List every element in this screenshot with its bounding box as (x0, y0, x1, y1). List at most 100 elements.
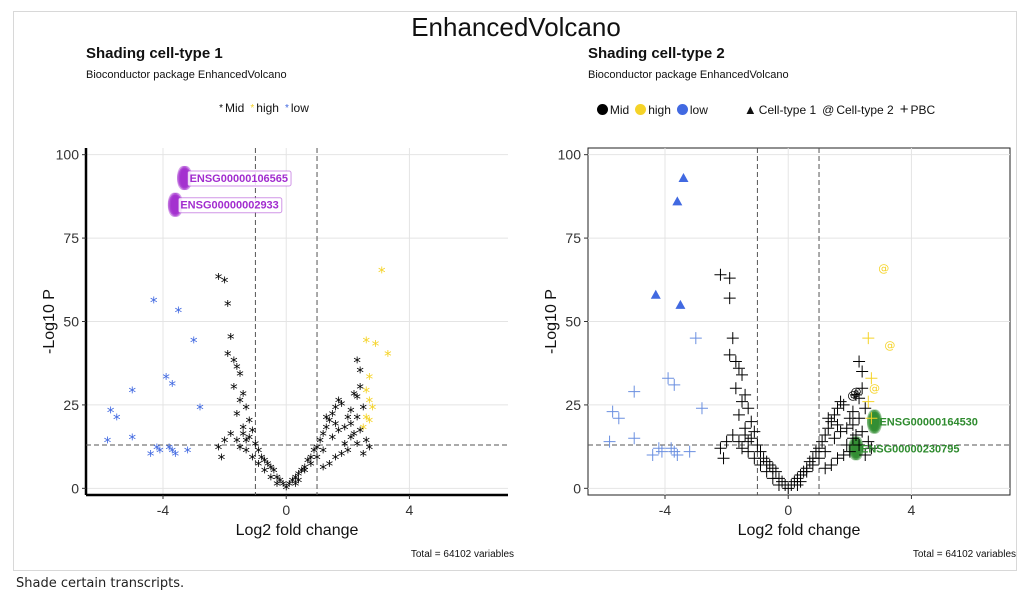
data-point-mid: * (319, 444, 327, 462)
data-point-low: * (128, 384, 136, 402)
data-point-high: * (366, 414, 374, 432)
annotation-label: ENSG00000230795 (861, 443, 959, 455)
data-point-low: * (113, 410, 121, 428)
data-point-mid: * (359, 400, 367, 418)
data-point-low: * (165, 440, 173, 458)
data-point-low (646, 448, 659, 461)
data-point-low (606, 405, 619, 418)
data-point-mid: * (347, 417, 355, 435)
x-tick-label: 0 (784, 502, 792, 518)
data-point-mid (732, 362, 745, 375)
data-point-mid: * (332, 400, 340, 418)
legend-label: low (689, 102, 708, 117)
data-point-mid: * (341, 420, 349, 438)
data-point-mid: * (261, 464, 269, 482)
data-point-low (672, 196, 683, 206)
data-point-high: * (363, 384, 371, 402)
data-point-high: * (378, 263, 386, 281)
data-point-mid (751, 438, 764, 451)
data-point-mid: * (356, 380, 364, 398)
data-point-mid: * (239, 387, 247, 405)
data-point-low (650, 289, 661, 299)
x-tick-label: 4 (908, 502, 916, 518)
legend: Mid high low ▲ Cell-type 1 @ Cell-type 2… (516, 101, 1016, 118)
data-point-mid: * (252, 437, 260, 455)
data-point-mid (736, 395, 749, 408)
data-point-low: * (162, 370, 170, 388)
shaded-point (866, 411, 879, 434)
data-point-mid: * (261, 454, 269, 472)
data-point-mid: * (221, 434, 229, 452)
legend-item-low: low (676, 102, 708, 117)
data-point-mid (828, 432, 841, 445)
legend-item-pbc: + PBC (900, 101, 935, 118)
x-tick-label: -4 (659, 502, 672, 518)
x-tick-label: -4 (157, 502, 170, 518)
data-point-mid: * (255, 444, 263, 462)
y-axis-title: -Log10 P (543, 289, 560, 354)
data-point-mid (816, 435, 829, 448)
data-point-mid (859, 402, 872, 415)
data-point-mid (822, 412, 835, 425)
data-point-mid: * (356, 364, 364, 382)
data-point-mid: * (227, 427, 235, 445)
data-point-mid: * (264, 457, 272, 475)
data-point-mid (831, 418, 844, 431)
data-point-mid (831, 452, 844, 465)
circle-icon (676, 104, 688, 115)
data-point-mid: * (286, 477, 294, 495)
shaded-point (869, 409, 882, 432)
data-point-mid: * (230, 354, 238, 372)
data-point-mid (794, 475, 807, 488)
data-point-mid: * (298, 464, 306, 482)
data-point-mid (819, 462, 832, 475)
data-point-mid: * (233, 434, 241, 452)
plot-group: 0 25 50 75 100 -4 0 4 Log2 fold change -Log10 P @ @… (543, 147, 1011, 539)
data-point-mid (776, 475, 789, 488)
data-point-mid (831, 402, 844, 415)
data-point-mid (813, 452, 826, 465)
data-point-mid (766, 472, 779, 485)
data-point-mid: * (338, 447, 346, 465)
star-icon: * (284, 102, 289, 114)
data-point-mid (822, 422, 835, 435)
data-point-mid (736, 368, 749, 381)
data-point-mid (862, 435, 875, 448)
y-tick-label: 0 (71, 480, 79, 496)
data-point-mid: * (267, 470, 275, 488)
data-point-mid (853, 412, 866, 425)
data-point-mid: * (366, 440, 374, 458)
data-point-low: * (147, 447, 155, 465)
data-point-mid: * (239, 427, 247, 445)
data-point-mid (717, 452, 730, 465)
data-point-high (865, 372, 878, 385)
data-point-mid (729, 382, 742, 395)
total-variables-caption: Total = 64102 variables (912, 549, 1016, 560)
data-point-mid (782, 482, 795, 495)
data-point-high (862, 332, 875, 345)
shaded-point (167, 194, 180, 217)
data-point-low (655, 445, 668, 458)
shaded-point (177, 168, 190, 191)
y-tick-label: 75 (63, 230, 79, 246)
legend-label: PBC (910, 102, 936, 117)
y-tick-label: 25 (63, 397, 79, 413)
data-point-mid (840, 422, 853, 435)
legend-label: high (256, 101, 279, 115)
data-point-mid (856, 365, 869, 378)
panel-title: Shading cell-type 2 (588, 45, 725, 62)
x-tick-label: 4 (406, 502, 414, 518)
data-point-mid (837, 448, 850, 461)
data-point-mid: * (255, 457, 263, 475)
data-point-mid (748, 452, 761, 465)
data-point-mid: * (301, 464, 309, 482)
data-point-mid: * (332, 450, 340, 468)
total-variables-caption: Total = 64102 variables (410, 549, 514, 560)
data-point-low (668, 445, 681, 458)
data-point-mid: * (273, 477, 281, 495)
data-point-mid: * (273, 470, 281, 488)
data-point-high: @ (884, 339, 895, 352)
data-point-low (671, 448, 684, 461)
data-point-mid (729, 355, 742, 368)
data-point-mid (853, 392, 866, 405)
